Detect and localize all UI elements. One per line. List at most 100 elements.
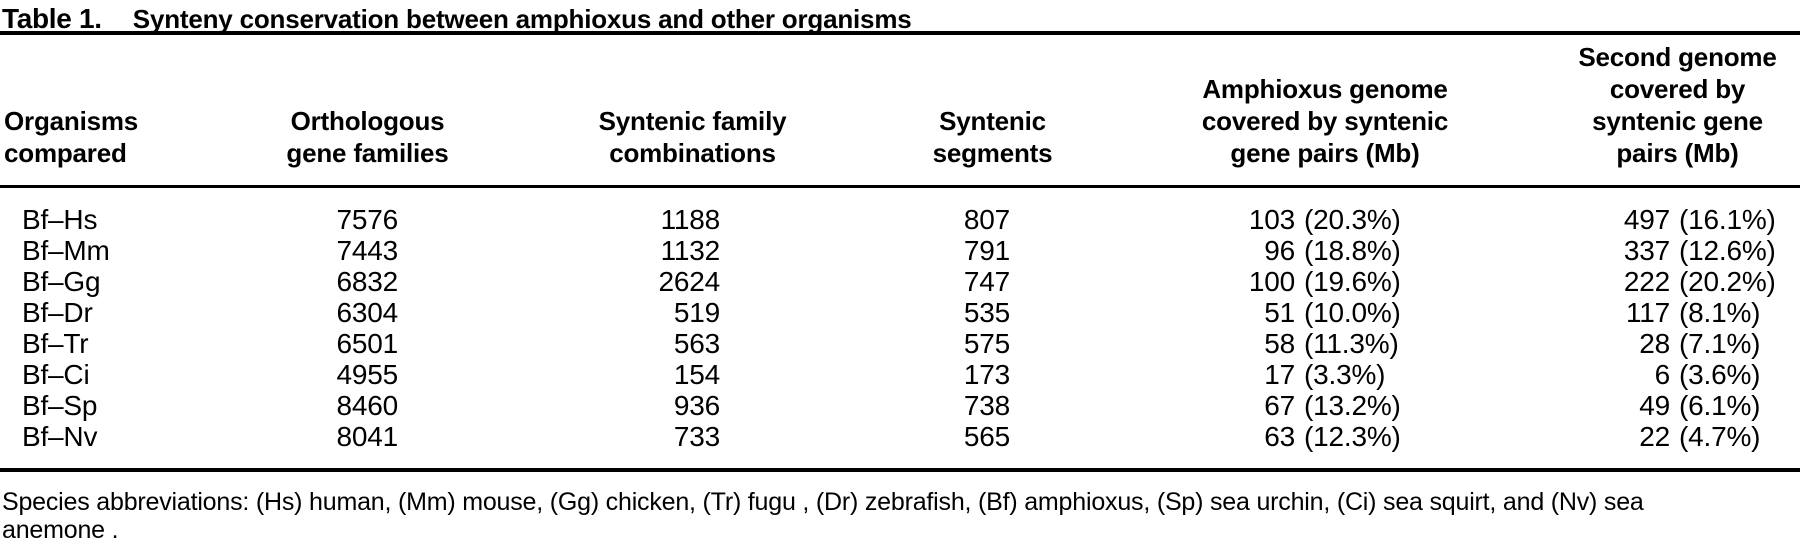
second-coverage-cell: 337 (12.6%) bbox=[1555, 235, 1800, 266]
segments-cell: 535 bbox=[963, 297, 1010, 328]
coverage-percent: (12.6%) bbox=[1679, 235, 1776, 266]
header-line: covered by bbox=[1609, 74, 1746, 104]
coverage-value: 337 bbox=[1623, 235, 1670, 266]
second-coverage-cell: 497 (16.1%) bbox=[1555, 187, 1800, 235]
organisms-cell: Bf–Sp bbox=[22, 390, 98, 421]
coverage-percent: (13.2%) bbox=[1304, 390, 1401, 421]
organisms-cell: Bf–Nv bbox=[0, 421, 240, 472]
header-line: compared bbox=[4, 138, 127, 168]
coverage-value: 22 bbox=[1639, 421, 1670, 452]
coverage-value: 6 bbox=[1654, 359, 1671, 390]
combinations-cell: 1188 bbox=[660, 204, 721, 235]
coverage-value: 28 bbox=[1639, 328, 1670, 359]
second-coverage-cell: 28 (7.1%) bbox=[1555, 328, 1800, 359]
second-coverage-cell: 6 (3.6%) bbox=[1555, 359, 1800, 390]
column-header-second-genome-covered: Second genome covered by syntenic gene p… bbox=[1555, 35, 1800, 188]
header-row: Organisms compared Orthologous gene fami… bbox=[0, 35, 1800, 188]
table-row: Bf–Sp 8460 936 738 67 (13.2%) 49 (6.1%) bbox=[0, 390, 1800, 421]
amphioxus-coverage-cell: 51 (10.0%) bbox=[1095, 297, 1555, 328]
column-header-syntenic-segments: Syntenic segments bbox=[890, 35, 1095, 188]
coverage-value: 100 bbox=[1248, 266, 1295, 297]
coverage-value: 63 bbox=[1264, 421, 1295, 452]
orthologous-cell: 6304 bbox=[336, 297, 399, 328]
coverage-percent: (3.6%) bbox=[1679, 359, 1761, 390]
header-line: gene pairs (Mb) bbox=[1230, 138, 1420, 168]
second-coverage-cell: 22 (4.7%) bbox=[1555, 421, 1800, 472]
segments-cell: 173 bbox=[963, 359, 1010, 390]
synteny-table: Organisms compared Orthologous gene fami… bbox=[0, 35, 1800, 472]
second-coverage-cell: 222 (20.2%) bbox=[1555, 266, 1800, 297]
coverage-percent: (3.3%) bbox=[1304, 359, 1386, 390]
coverage-percent: (19.6%) bbox=[1304, 266, 1401, 297]
combinations-cell: 936 bbox=[673, 390, 720, 421]
header-line: Amphioxus genome bbox=[1202, 74, 1448, 104]
amphioxus-coverage-cell: 17 (3.3%) bbox=[1095, 359, 1555, 390]
coverage-value: 117 bbox=[1625, 297, 1670, 328]
orthologous-cell: 4955 bbox=[336, 359, 399, 390]
amphioxus-coverage-cell: 100 (19.6%) bbox=[1095, 266, 1555, 297]
coverage-percent: (8.1%) bbox=[1679, 297, 1761, 328]
header-line: covered by syntenic bbox=[1201, 106, 1449, 136]
table-row: Bf–Nv 8041 733 565 63 (12.3%) 22 (4.7%) bbox=[0, 421, 1800, 472]
footnote-line: anemone . bbox=[2, 516, 119, 544]
table-row: Bf–Ci 4955 154 173 17 (3.3%) 6 (3.6%) bbox=[0, 359, 1800, 390]
organisms-cell: Bf–Dr bbox=[22, 297, 93, 328]
orthologous-cell: 7576 bbox=[336, 204, 399, 235]
amphioxus-coverage-cell: 103 (20.3%) bbox=[1095, 187, 1555, 235]
header-line: gene families bbox=[286, 138, 449, 168]
header-line: syntenic gene bbox=[1592, 106, 1763, 136]
coverage-value: 51 bbox=[1264, 297, 1295, 328]
amphioxus-coverage-cell: 67 (13.2%) bbox=[1095, 390, 1555, 421]
combinations-cell: 733 bbox=[495, 421, 890, 472]
combinations-cell: 519 bbox=[673, 297, 720, 328]
header-line: Second genome bbox=[1578, 42, 1777, 72]
table-row: Bf–Dr 6304 519 535 51 (10.0%) 117 (8.1%) bbox=[0, 297, 1800, 328]
segments-cell: 575 bbox=[963, 328, 1010, 359]
coverage-value: 17 bbox=[1264, 359, 1295, 390]
header-line: Orthologous bbox=[290, 106, 445, 136]
table-row: Bf–Mm 7443 1132 791 96 (18.8%) 337 (12.6%) bbox=[0, 235, 1800, 266]
coverage-value: 222 bbox=[1623, 266, 1670, 297]
organisms-cell: Bf–Hs bbox=[22, 204, 98, 235]
coverage-percent: (12.3%) bbox=[1304, 421, 1401, 452]
coverage-percent: (6.1%) bbox=[1679, 390, 1761, 421]
column-header-syntenic-family-combinations: Syntenic family combinations bbox=[495, 35, 890, 188]
top-rule bbox=[0, 31, 1800, 35]
species-abbreviations-footnote: Species abbreviations: (Hs) human, (Mm) … bbox=[0, 488, 1800, 544]
coverage-value: 497 bbox=[1623, 204, 1670, 235]
organisms-cell: Bf–Mm bbox=[22, 235, 110, 266]
segments-cell: 747 bbox=[963, 266, 1010, 297]
organisms-cell: Bf–Ci bbox=[22, 359, 90, 390]
header-line: Syntenic family bbox=[598, 106, 787, 136]
header-line: combinations bbox=[609, 138, 776, 168]
coverage-value: 67 bbox=[1264, 390, 1295, 421]
coverage-percent: (16.1%) bbox=[1679, 204, 1776, 235]
segments-cell: 738 bbox=[963, 390, 1010, 421]
combinations-cell: 2624 bbox=[658, 266, 721, 297]
coverage-value: 49 bbox=[1639, 390, 1670, 421]
column-header-organisms-compared: Organisms compared bbox=[0, 35, 240, 188]
table-caption: Table 1. Synteny conservation between am… bbox=[0, 0, 1800, 34]
table-row: Bf–Hs 7576 1188 807 103 (20.3%) 497 (16.1%… bbox=[0, 187, 1800, 235]
second-coverage-cell: 49 (6.1%) bbox=[1555, 390, 1800, 421]
table-label: Table 1. bbox=[2, 3, 102, 34]
organisms-cell: Bf–Gg bbox=[22, 266, 101, 297]
table-row: Bf–Gg 6832 2624 747 100 (19.6%) 222 (20.2%… bbox=[0, 266, 1800, 297]
footnote-line: Species abbreviations: (Hs) human, (Mm) … bbox=[2, 488, 1644, 516]
coverage-percent: (20.3%) bbox=[1304, 204, 1401, 235]
table-row: Bf–Tr 6501 563 575 58 (11.3%) 28 (7.1%) bbox=[0, 328, 1800, 359]
coverage-value: 58 bbox=[1264, 328, 1295, 359]
orthologous-cell: 6501 bbox=[336, 328, 399, 359]
combinations-cell: 1132 bbox=[660, 235, 721, 266]
coverage-percent: (20.2%) bbox=[1679, 266, 1776, 297]
coverage-percent: (7.1%) bbox=[1679, 328, 1761, 359]
amphioxus-coverage-cell: 96 (18.8%) bbox=[1095, 235, 1555, 266]
combinations-cell: 154 bbox=[673, 359, 720, 390]
table-title: Synteny conservation between amphioxus a… bbox=[132, 4, 912, 34]
segments-cell: 565 bbox=[890, 421, 1095, 472]
orthologous-cell: 6832 bbox=[336, 266, 399, 297]
coverage-percent: (4.7%) bbox=[1679, 421, 1761, 452]
second-coverage-cell: 117 (8.1%) bbox=[1555, 297, 1800, 328]
coverage-percent: (10.0%) bbox=[1304, 297, 1401, 328]
